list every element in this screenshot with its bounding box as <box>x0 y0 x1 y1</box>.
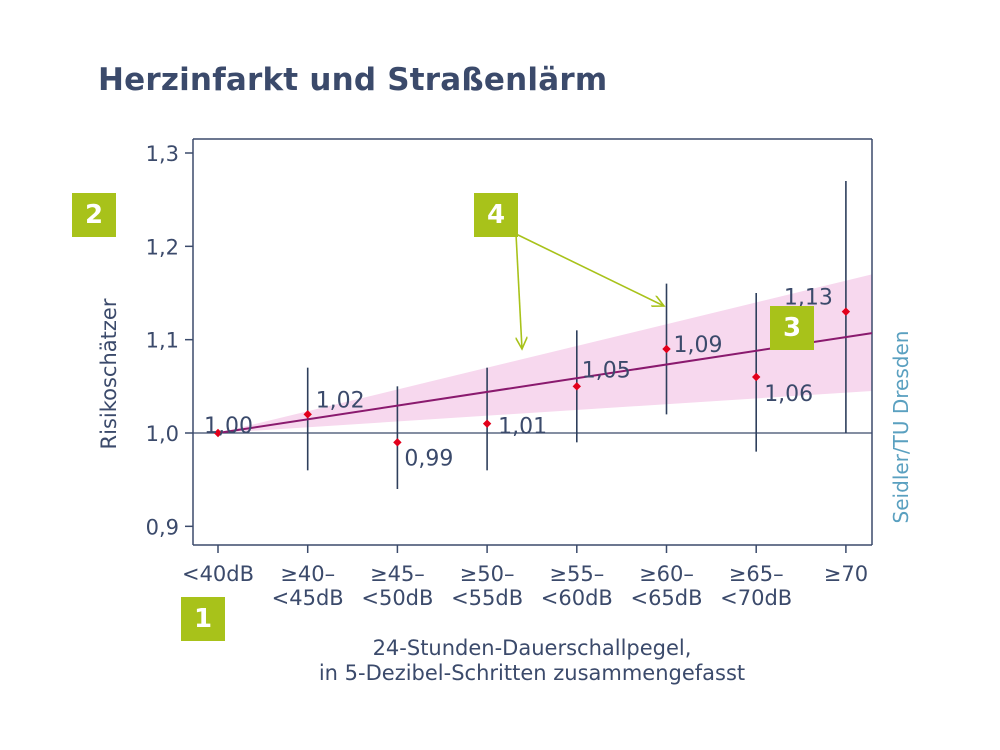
data-point <box>482 419 492 428</box>
chart-title: Herzinfarkt und Straßenlärm <box>98 62 608 98</box>
data-point <box>393 438 402 447</box>
data-label: 1,02 <box>316 388 365 413</box>
data-label: 1,09 <box>674 333 723 358</box>
x-tick-label: ≥45– <50dB <box>361 562 433 610</box>
data-label: 1,01 <box>498 415 547 440</box>
data-label: 0,99 <box>404 446 453 471</box>
y-tick-label: 1,0 <box>146 422 179 446</box>
annotation-arrow-point <box>515 233 664 306</box>
badge-2: 2 <box>72 193 116 237</box>
data-label: 1,00 <box>204 414 253 439</box>
badge-3: 3 <box>770 306 814 350</box>
x-tick-label: ≥50– <55dB <box>451 562 523 610</box>
x-tick-label: ≥65– <70dB <box>720 562 792 610</box>
data-label: 1,06 <box>764 382 813 407</box>
x-tick-label: ≥60– <65dB <box>630 562 702 610</box>
badge-4: 4 <box>474 193 518 237</box>
trend-confidence-band <box>218 274 872 433</box>
y-tick-label: 1,1 <box>146 329 179 353</box>
credit-text: Seidler/TU Dresden <box>889 331 913 524</box>
x-tick-label: ≥70 <box>824 562 868 586</box>
y-tick-label: 1,3 <box>146 142 179 166</box>
x-axis-title: 24-Stunden-Dauerschallpegel, in 5-Dezibel… <box>319 636 745 685</box>
data-label: 1,05 <box>582 358 631 383</box>
annotation-arrow-band <box>515 233 522 349</box>
data-point <box>841 307 851 316</box>
x-tick-label: ≥55– <60dB <box>541 562 613 610</box>
x-tick-label: ≥40– <45dB <box>272 562 344 610</box>
x-tick-label: <40dB <box>182 562 254 586</box>
data-point <box>213 428 223 438</box>
y-tick-label: 0,9 <box>146 515 179 539</box>
data-point <box>752 372 761 382</box>
data-point <box>662 344 671 354</box>
trend-line <box>217 332 873 434</box>
data-point <box>303 410 312 419</box>
y-tick-label: 1,2 <box>146 235 179 259</box>
y-axis-title: Risikoschätzer <box>97 298 121 449</box>
badge-1: 1 <box>181 597 225 641</box>
data-point <box>572 382 581 391</box>
